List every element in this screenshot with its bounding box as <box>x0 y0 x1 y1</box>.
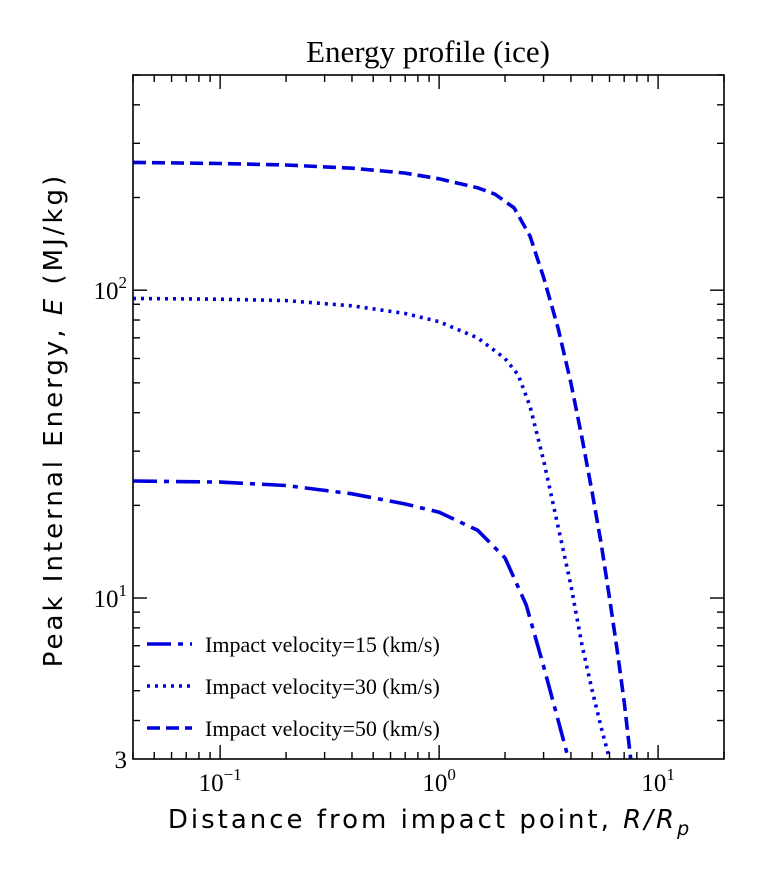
x-tick-label: 101 <box>641 765 675 797</box>
y-tick-label-exp: 1 <box>119 581 128 600</box>
x-tick-label: 10−1 <box>199 765 242 797</box>
series-line-2 <box>132 296 612 760</box>
chart-title: Energy profile (ice) <box>306 34 550 69</box>
x-axis-label: Distance from impact point, R/Rp <box>168 805 692 840</box>
legend: Impact velocity=15 (km/s) Impact velocity… <box>147 632 440 741</box>
legend-label-1: Impact velocity=15 (km/s) <box>205 632 440 657</box>
y-axis-label-var: E <box>39 296 69 315</box>
x-tick-label-exp: 0 <box>447 765 456 784</box>
x-axis-label-text: Distance from impact point, <box>168 805 623 835</box>
y-tick-label-base: 10 <box>94 278 119 305</box>
series-line-3 <box>132 160 633 760</box>
series-line-1 <box>132 479 571 760</box>
x-axis-label-var: R/R <box>623 805 677 835</box>
legend-label-3: Impact velocity=50 (km/s) <box>205 716 440 741</box>
x-tick-label-base: 10 <box>199 770 224 797</box>
x-axis-label-sub: p <box>676 818 692 840</box>
series-layer <box>132 160 633 760</box>
x-tick-label-base: 10 <box>422 770 447 797</box>
x-tick-label-exp: 1 <box>666 765 675 784</box>
y-axis-label: Peak Internal Energy, E (MJ/kg) <box>39 173 69 667</box>
x-tick-label-exp: −1 <box>224 765 242 784</box>
y-axis-label-text: Peak Internal Energy, <box>39 315 69 667</box>
y-tick-label: 102 <box>94 273 128 305</box>
x-tick-label: 100 <box>422 765 456 797</box>
y-tick-label-base: 10 <box>94 586 119 613</box>
x-tick-label-base: 10 <box>641 770 666 797</box>
y-tick-label-exp: 2 <box>119 273 128 292</box>
y-axis-label-unit: (MJ/kg) <box>39 173 69 296</box>
y-tick-label: 101 <box>94 581 128 613</box>
y-tick-label: 3 <box>115 747 128 774</box>
legend-label-2: Impact velocity=30 (km/s) <box>205 674 440 699</box>
